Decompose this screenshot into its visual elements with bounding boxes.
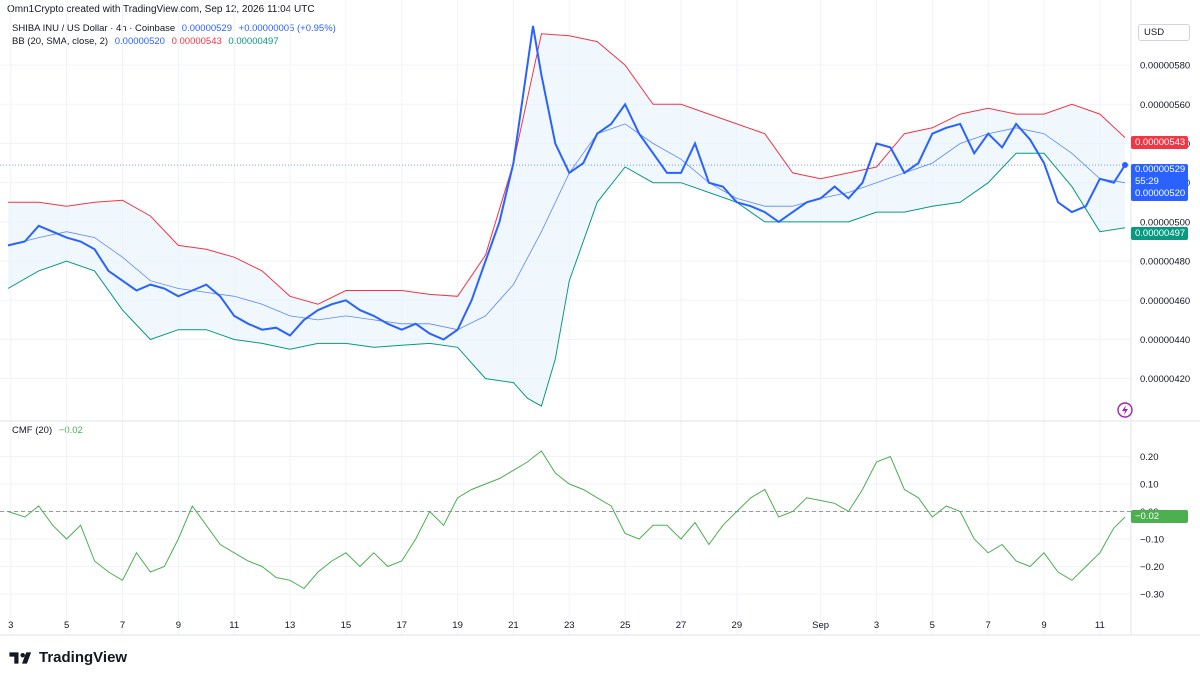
time-tick-label: 5	[64, 620, 69, 631]
time-tick-label: 11	[1095, 620, 1105, 631]
time-tick-label: 13	[285, 620, 296, 631]
cmf-value-tag: −0.02	[1131, 510, 1188, 523]
brand-name: TradingView	[39, 649, 128, 666]
time-tick-label: 7	[986, 620, 991, 631]
last-price-tag: 0.00000529 55:29 0.00000520	[1131, 164, 1188, 201]
price-last-dot	[1122, 162, 1128, 169]
price-tick-label: 0.00000480	[1140, 257, 1190, 268]
cmf-tick-label: −0.10	[1140, 535, 1164, 546]
cmf-line	[7, 450, 1126, 590]
time-tick-label: 29	[732, 620, 743, 631]
time-tick-label: 15	[341, 620, 352, 631]
bollinger-band-fill	[8, 33, 1125, 407]
time-tick-label: 7	[120, 620, 125, 631]
time-tick-label: 23	[564, 620, 575, 631]
symbol-legend: SHIBA INU / US Dollar · 4h · Coinbase 0.…	[12, 23, 340, 34]
bb-label: BB (20, SMA, close, 2)	[12, 36, 109, 47]
basis-price-tag: 0.00000520	[1135, 188, 1186, 199]
time-tick-label: 11	[229, 620, 239, 631]
last-price-tag-value: 0.00000529	[1135, 164, 1186, 175]
bb-lower-value: 0.00000497	[228, 36, 279, 47]
credit-text: Omn1Crypto created with TradingView.com,…	[7, 4, 315, 15]
price-line	[7, 25, 1126, 341]
bb-upper-line	[8, 33, 1126, 305]
cmf-axis: 0.200.100.00−0.10−0.20−0.30	[1140, 452, 1164, 601]
time-tick-label: Sep	[812, 620, 829, 631]
lightning-icon[interactable]	[1117, 402, 1133, 418]
bar-countdown: 55:29	[1135, 176, 1159, 187]
upper-price-tag: 0.00000543	[1131, 136, 1188, 149]
time-tick-label: 3	[8, 620, 13, 631]
tradingview-logo-icon	[9, 651, 32, 664]
time-tick-label: 27	[676, 620, 687, 631]
symbol-title: SHIBA INU / US Dollar · 4h · Coinbase	[12, 23, 176, 34]
time-tick-label: 25	[620, 620, 631, 631]
time-tick-label: 17	[396, 620, 407, 631]
last-price-value: 0.00000529	[181, 23, 232, 34]
price-tick-label: 0.00000560	[1140, 100, 1190, 111]
time-axis: 3 5 7 9 11 13 15 17 19 21 23 25 27 29 Sep 3 5 7 9 11	[8, 620, 1105, 631]
price-tick-label: 0.00000500	[1140, 217, 1190, 228]
tradingview-logo[interactable]: TradingView	[9, 649, 127, 666]
price-axis: 0.00000420 0.00000440 0.00000460 0.00000480…	[1140, 61, 1190, 386]
cmf-label: CMF (20)	[12, 425, 53, 436]
time-tick-label: 21	[508, 620, 519, 631]
cmf-legend-value: −0.02	[58, 425, 83, 436]
cmf-tick-label: 0.10	[1140, 480, 1159, 491]
time-tick-label: 9	[1041, 620, 1046, 631]
bb-lower-line	[7, 152, 1126, 407]
lower-price-tag: 0.00000497	[1131, 227, 1188, 240]
bb-basis-value: 0.00000520	[114, 36, 165, 47]
cmf-tick-label: −0.30	[1140, 590, 1164, 601]
price-tick-label: 0.00000440	[1140, 335, 1190, 346]
price-tick-label: 0.00000420	[1140, 374, 1190, 385]
change-value: +0.00000005 (+0.95%)	[238, 23, 336, 34]
bb-upper-value: 0.00000543	[171, 36, 222, 47]
time-tick-label: 3	[874, 620, 879, 631]
time-tick-label: 19	[452, 620, 463, 631]
cmf-tick-label: −0.20	[1140, 562, 1164, 573]
cmf-tick-label: 0.20	[1140, 452, 1159, 463]
price-tick-label: 0.00000460	[1140, 296, 1190, 307]
time-tick-label: 5	[930, 620, 935, 631]
bb-legend: BB (20, SMA, close, 2) 0.00000520 0.0000…	[12, 36, 283, 47]
price-tick-label: 0.00000580	[1140, 61, 1190, 72]
time-tick-label: 9	[176, 620, 181, 631]
cmf-legend: CMF (20) −0.02	[12, 425, 87, 436]
currency-button[interactable]: USD	[1138, 24, 1190, 41]
